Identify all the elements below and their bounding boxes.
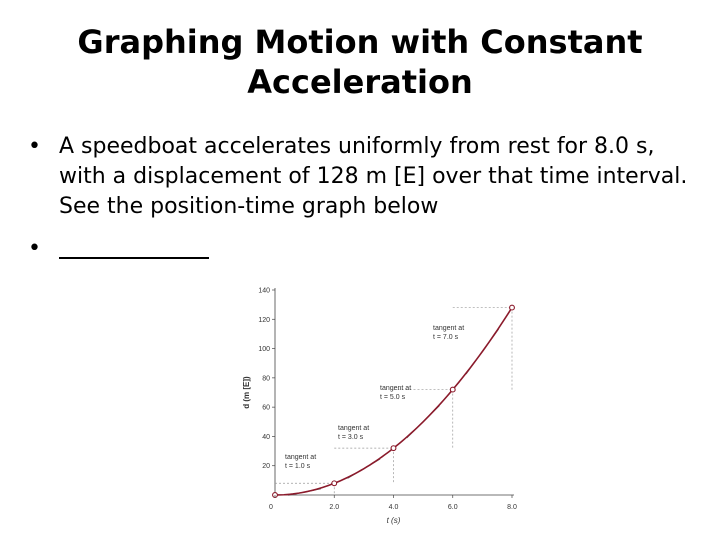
- bullet-text: A speedboat accelerates uniformly from r…: [59, 134, 688, 219]
- data-point: [331, 480, 338, 487]
- title-line-2: Acceleration: [247, 63, 473, 101]
- x-tick-label: 4.0: [389, 504, 399, 511]
- x-tick-label: 2.0: [329, 504, 339, 511]
- data-point: [390, 445, 397, 452]
- y-tick-label: 80: [262, 375, 270, 382]
- data-point: [449, 386, 456, 393]
- fill-in-blank-line: [59, 234, 209, 259]
- tangent-annotation-line1: tangent at: [433, 325, 464, 332]
- y-tick-label: 120: [258, 317, 270, 324]
- tangent-annotation-line2: t = 5.0 s: [380, 394, 406, 401]
- tangent-annotation-line2: t = 3.0 s: [338, 434, 364, 441]
- y-tick-label: 40: [262, 434, 270, 441]
- position-curve: [274, 307, 513, 496]
- y-tick-label: 60: [262, 405, 270, 412]
- slide-title: Graphing Motion with Constant Accelerati…: [0, 22, 720, 102]
- position-time-chart-svg: 0 2.0 4.0 6.0 8.0 20 40 60 80 100 120 140 tangent …: [242, 288, 517, 526]
- bullet-item-blank: •: [28, 234, 708, 264]
- x-axis-label: t (s): [387, 516, 401, 525]
- x-tick-label: 6.0: [448, 504, 458, 511]
- data-point: [509, 304, 515, 311]
- tangent-annotation-line2: t = 7.0 s: [433, 334, 459, 341]
- y-axis-label: d (m [E]): [242, 376, 251, 409]
- y-tick-label: 20: [262, 463, 270, 470]
- tangent-annotation-line1: tangent at: [285, 454, 316, 461]
- y-tick-label: 140: [258, 288, 270, 295]
- bullet-item-description: • A speedboat accelerates uniformly from…: [28, 132, 708, 222]
- tangent-annotation-line1: tangent at: [338, 425, 369, 432]
- position-time-graph: 0 2.0 4.0 6.0 8.0 20 40 60 80 100 120 140 tangent …: [238, 280, 528, 530]
- tangent-annotation-line2: t = 1.0 s: [285, 463, 311, 470]
- x-tick-label: 0: [269, 504, 273, 511]
- x-tick-label: 8.0: [507, 504, 517, 511]
- bullet-marker: •: [28, 236, 41, 261]
- tangent-annotation-line1: tangent at: [380, 385, 411, 392]
- title-line-1: Graphing Motion with Constant: [77, 23, 643, 61]
- bullet-marker: •: [28, 134, 41, 159]
- y-tick-label: 100: [258, 346, 270, 353]
- bullet-list: • A speedboat accelerates uniformly from…: [28, 132, 708, 276]
